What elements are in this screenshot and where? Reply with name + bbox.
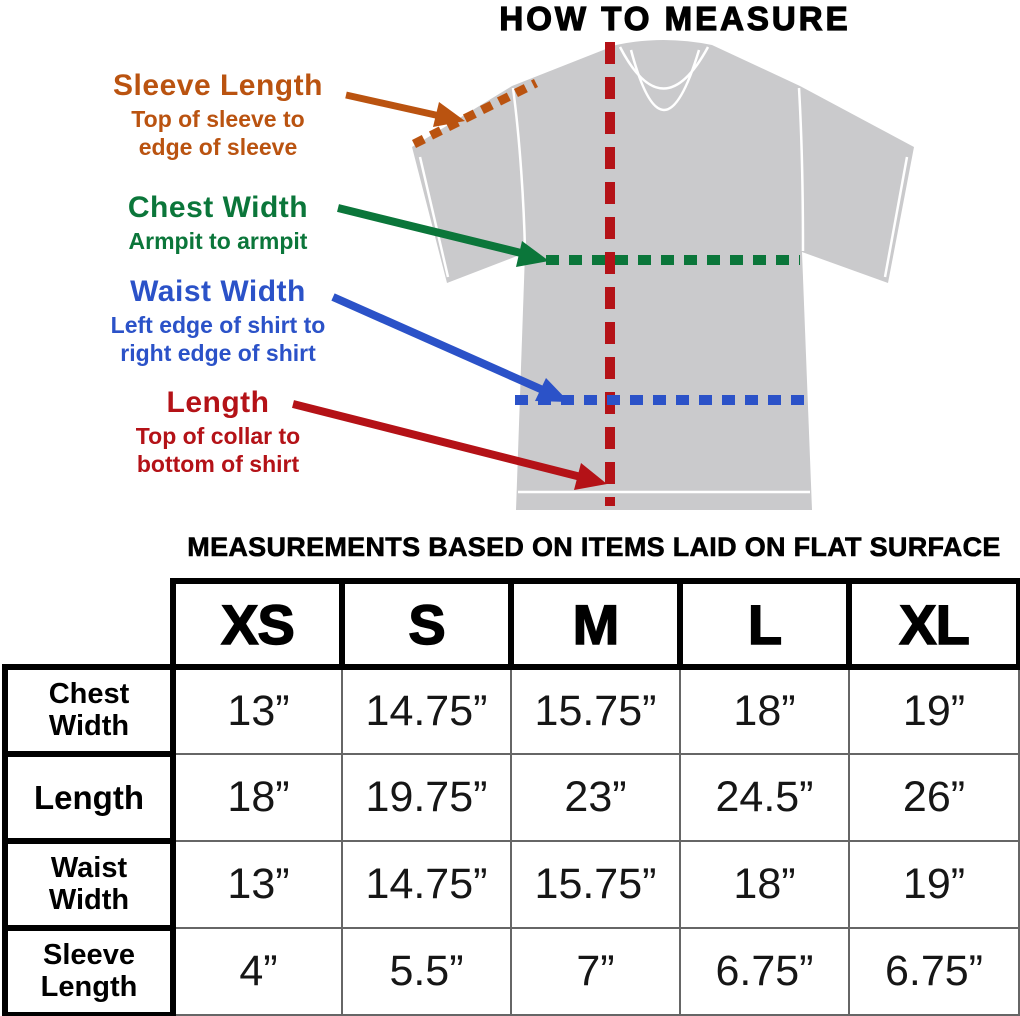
- tshirt-seams: [418, 46, 909, 494]
- chest-width-label: Chest Width: [127, 191, 309, 224]
- size-value: 19”: [848, 840, 1020, 929]
- waist-width-annotation: Waist Width Left edge of shirt to right …: [38, 275, 398, 367]
- sleeve-length-description: Top of sleeve to edge of sleeve: [131, 106, 305, 160]
- right-armhole-seam: [797, 87, 805, 252]
- size-value: 5.5”: [341, 927, 512, 1016]
- size-column-header-xs: XS: [170, 578, 345, 670]
- row-label: Sleeve Length: [2, 925, 176, 1016]
- length-arrowhead-icon: [574, 463, 607, 490]
- row-label: Chest Width: [2, 664, 176, 757]
- left-armhole-seam: [511, 87, 527, 252]
- size-table-header-row: XS S M L XL: [5, 578, 1020, 670]
- size-value: 26”: [848, 753, 1020, 842]
- tshirt-body: [412, 40, 914, 510]
- size-value: 15.75”: [510, 840, 681, 929]
- size-value: 6.75”: [679, 927, 850, 1016]
- size-value: 14.75”: [341, 666, 512, 755]
- waist-width-label: Waist Width: [130, 275, 306, 308]
- collar-outer-seam: [618, 46, 710, 90]
- table-corner: [5, 581, 173, 667]
- sleeve-length-annotation: Sleeve Length Top of sleeve to edge of s…: [38, 69, 398, 161]
- length-annotation: Length Top of collar to bottom of shirt: [38, 386, 398, 478]
- waist-width-description: Left edge of shirt to right edge of shir…: [110, 312, 326, 366]
- size-table: XS S M L XL Chest Width 13” 14.75” 15.75” 18” 19”…: [2, 578, 1020, 1016]
- size-value: 13”: [172, 840, 343, 929]
- sleeve-length-label: Sleeve Length: [113, 69, 323, 102]
- table-row: Waist Width 13” 14.75” 15.75” 18” 19”: [2, 838, 1020, 931]
- size-value: 24.5”: [679, 753, 850, 842]
- size-column-header-s: S: [339, 578, 514, 670]
- size-value: 15.75”: [510, 666, 681, 755]
- length-label: Length: [166, 386, 270, 419]
- size-value: 19”: [848, 666, 1020, 755]
- row-label: Length: [2, 751, 176, 844]
- size-value: 6.75”: [848, 927, 1020, 1016]
- table-row: Chest Width 13” 14.75” 15.75” 18” 19”: [2, 664, 1020, 757]
- row-label: Waist Width: [2, 838, 176, 931]
- chest-width-annotation: Chest Width Armpit to armpit: [38, 191, 398, 256]
- size-column-header-xl: XL: [846, 578, 1020, 670]
- left-sleeve-hem-seam: [418, 156, 450, 278]
- size-value: 14.75”: [341, 840, 512, 929]
- waist-arrowhead-icon: [535, 378, 569, 402]
- size-value: 4”: [172, 927, 343, 1016]
- sleeve-arrowhead-icon: [433, 102, 465, 127]
- size-column-header-l: L: [677, 578, 852, 670]
- chest-arrowhead-icon: [516, 241, 549, 267]
- chest-width-description: Armpit to armpit: [128, 228, 308, 255]
- table-row: Length 18” 19.75” 23” 24.5” 26”: [2, 751, 1020, 844]
- size-value: 23”: [510, 753, 681, 842]
- length-description: Top of collar to bottom of shirt: [135, 423, 301, 477]
- sleeve-length-dashed-line: [411, 78, 539, 149]
- size-value: 19.75”: [341, 753, 512, 842]
- size-value: 18”: [679, 666, 850, 755]
- table-row: Sleeve Length 4” 5.5” 7” 6.75” 6.75”: [2, 925, 1020, 1016]
- collar-inner-seam: [629, 49, 701, 112]
- size-table-body: Chest Width 13” 14.75” 15.75” 18” 19” Length 18…: [2, 664, 1020, 1016]
- size-value: 18”: [679, 840, 850, 929]
- size-value: 18”: [172, 753, 343, 842]
- table-caption: MEASUREMENTS BASED ON ITEMS LAID ON FLAT…: [187, 532, 1001, 563]
- page-title: HOW TO MEASURE: [499, 0, 851, 38]
- size-column-header-m: M: [508, 578, 683, 670]
- right-sleeve-hem-seam: [883, 156, 909, 278]
- size-value: 13”: [172, 666, 343, 755]
- size-value: 7”: [510, 927, 681, 1016]
